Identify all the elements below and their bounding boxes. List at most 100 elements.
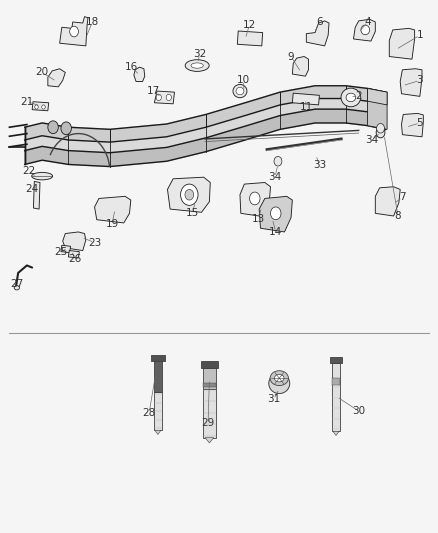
Polygon shape <box>237 31 263 46</box>
Text: 6: 6 <box>316 17 323 27</box>
Text: 15: 15 <box>186 208 199 219</box>
Text: 18: 18 <box>86 17 99 27</box>
Polygon shape <box>330 357 342 364</box>
Polygon shape <box>332 378 340 385</box>
Polygon shape <box>60 17 88 46</box>
Polygon shape <box>400 69 422 96</box>
Polygon shape <box>134 67 145 82</box>
Circle shape <box>35 105 38 109</box>
Text: 25: 25 <box>54 247 67 256</box>
Ellipse shape <box>14 286 19 290</box>
Polygon shape <box>25 109 385 166</box>
Polygon shape <box>153 392 162 430</box>
Ellipse shape <box>361 25 370 35</box>
Polygon shape <box>367 88 387 130</box>
Text: 1: 1 <box>417 30 423 41</box>
Text: 26: 26 <box>68 254 81 263</box>
Text: 22: 22 <box>22 166 36 176</box>
Circle shape <box>42 105 45 109</box>
Circle shape <box>271 207 281 220</box>
Polygon shape <box>25 86 385 142</box>
Polygon shape <box>201 361 218 368</box>
Text: 14: 14 <box>269 227 283 237</box>
Circle shape <box>376 127 385 138</box>
Polygon shape <box>154 91 174 104</box>
Text: 28: 28 <box>142 408 156 418</box>
Circle shape <box>180 184 198 205</box>
Polygon shape <box>306 21 329 46</box>
Polygon shape <box>48 69 65 87</box>
Polygon shape <box>95 196 131 223</box>
Polygon shape <box>205 438 214 443</box>
Text: 27: 27 <box>11 279 24 288</box>
Text: 34: 34 <box>365 135 378 145</box>
Polygon shape <box>68 251 79 258</box>
Polygon shape <box>155 430 161 434</box>
Text: 3: 3 <box>417 76 423 85</box>
Polygon shape <box>63 232 86 251</box>
Polygon shape <box>240 182 271 216</box>
Text: 24: 24 <box>25 184 39 195</box>
Circle shape <box>250 192 260 205</box>
Polygon shape <box>367 88 387 105</box>
Polygon shape <box>61 245 71 253</box>
Ellipse shape <box>32 172 53 180</box>
Circle shape <box>377 124 385 133</box>
Text: 2: 2 <box>355 91 362 101</box>
Text: 8: 8 <box>395 211 401 221</box>
Polygon shape <box>203 383 215 387</box>
Text: 17: 17 <box>147 86 160 96</box>
Text: 31: 31 <box>267 394 280 405</box>
Polygon shape <box>375 187 400 216</box>
Text: 23: 23 <box>88 238 101 247</box>
Text: 11: 11 <box>300 102 313 112</box>
Circle shape <box>70 26 78 37</box>
Polygon shape <box>153 361 162 392</box>
Circle shape <box>274 157 282 166</box>
Polygon shape <box>203 368 215 389</box>
Ellipse shape <box>346 93 356 102</box>
Text: 29: 29 <box>201 418 215 429</box>
Ellipse shape <box>275 374 284 382</box>
Text: 10: 10 <box>237 76 250 85</box>
Circle shape <box>61 122 71 135</box>
Polygon shape <box>33 181 40 209</box>
Text: 4: 4 <box>364 17 371 27</box>
Text: 16: 16 <box>125 62 138 72</box>
Polygon shape <box>332 364 340 431</box>
Circle shape <box>48 121 58 134</box>
Text: 32: 32 <box>193 49 206 59</box>
Polygon shape <box>333 431 339 435</box>
Polygon shape <box>25 86 385 153</box>
Polygon shape <box>389 28 415 59</box>
Polygon shape <box>151 355 165 361</box>
Polygon shape <box>259 196 292 232</box>
Ellipse shape <box>185 60 209 71</box>
Text: 19: 19 <box>106 219 119 229</box>
Ellipse shape <box>269 373 290 393</box>
Ellipse shape <box>270 370 288 385</box>
Text: 12: 12 <box>243 20 256 30</box>
Text: 13: 13 <box>252 214 265 224</box>
Polygon shape <box>32 102 49 111</box>
Circle shape <box>156 94 161 101</box>
Circle shape <box>185 189 194 200</box>
Text: 7: 7 <box>399 192 406 203</box>
Polygon shape <box>292 56 308 76</box>
Polygon shape <box>292 93 319 105</box>
Text: 21: 21 <box>20 96 34 107</box>
Polygon shape <box>167 177 210 212</box>
Polygon shape <box>203 389 215 438</box>
Text: 30: 30 <box>352 406 365 416</box>
Circle shape <box>166 94 171 101</box>
Text: 34: 34 <box>268 172 282 182</box>
Ellipse shape <box>233 84 247 98</box>
Polygon shape <box>353 19 375 41</box>
Ellipse shape <box>191 63 203 68</box>
Text: 5: 5 <box>417 118 423 128</box>
Text: 33: 33 <box>313 160 326 171</box>
Polygon shape <box>402 114 424 137</box>
Ellipse shape <box>236 87 244 95</box>
Ellipse shape <box>341 88 360 107</box>
Text: 20: 20 <box>35 68 49 77</box>
